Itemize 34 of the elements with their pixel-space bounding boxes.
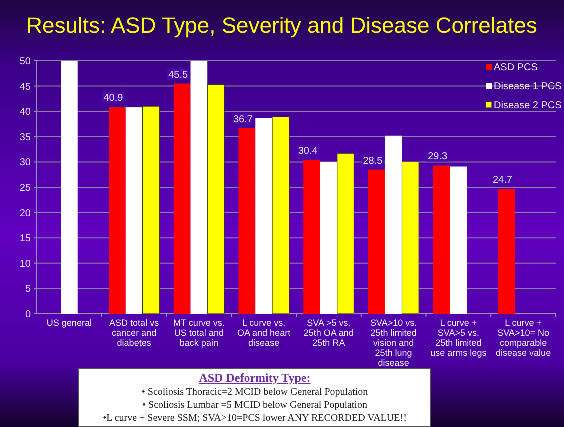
- legend-label: Disease 1 PCS: [494, 82, 562, 92]
- x-tick-label: US general: [46, 318, 92, 328]
- x-tick-label: ASD total vs cancer and diabetes: [110, 318, 160, 348]
- y-tick-label: 35: [20, 132, 32, 144]
- y-tick-label: 15: [20, 234, 32, 245]
- x-tick-label: SVA>10 vs. 25th limited vision and 25th lung disease: [370, 318, 418, 368]
- data-label: 40.9: [104, 93, 124, 104]
- y-tick-label: 20: [20, 208, 32, 220]
- legend-label: ASD PCS: [494, 62, 538, 74]
- text: ASD Deformity Type:: [199, 371, 311, 385]
- data-label: 30.4: [298, 146, 318, 158]
- data-label: 36.7: [233, 114, 254, 126]
- y-tick-label: 5: [25, 284, 32, 296]
- data-label: 45.5: [168, 70, 188, 81]
- y-tick-label: 30: [20, 158, 32, 169]
- y-tick-label: 25: [20, 183, 32, 194]
- data-label: 24.7: [492, 175, 513, 186]
- x-tick-label: L curve + SVA>10= No comparable disease value: [496, 318, 552, 358]
- chart-title: Results: ASD Type, Severity and Disease Correlates: [26, 13, 538, 38]
- y-tick-label: 0: [25, 310, 32, 320]
- x-tick-label: MT curve vs. US total and back pain: [174, 318, 225, 348]
- y-tick-label: 10: [20, 258, 32, 270]
- legend-label: Disease 2 PCS: [494, 100, 562, 112]
- text: •L curve + Severe SSM; SVA>10=PCS lower ANY RECORDED VALUE!!: [103, 413, 407, 424]
- y-tick-label: 40: [20, 107, 32, 118]
- x-tick-label: L curve + SVA>5 vs. 25th limited use arms legs: [430, 318, 488, 358]
- x-tick-label: SVA >5 vs. 25th OA and 25th RA: [304, 318, 354, 348]
- text: • Scoliosis Thoracic=2 MCID below General Population: [142, 387, 368, 398]
- data-label: 28.5: [363, 156, 384, 167]
- x-tick-label: L curve vs. OA and heart disease: [238, 318, 292, 348]
- y-tick-label: 50: [20, 56, 32, 68]
- text: • Scoliosis Lumbar =5 MCID below General Population: [142, 400, 368, 411]
- y-tick-label: 45: [20, 82, 32, 93]
- data-label: 29.3: [428, 152, 448, 163]
